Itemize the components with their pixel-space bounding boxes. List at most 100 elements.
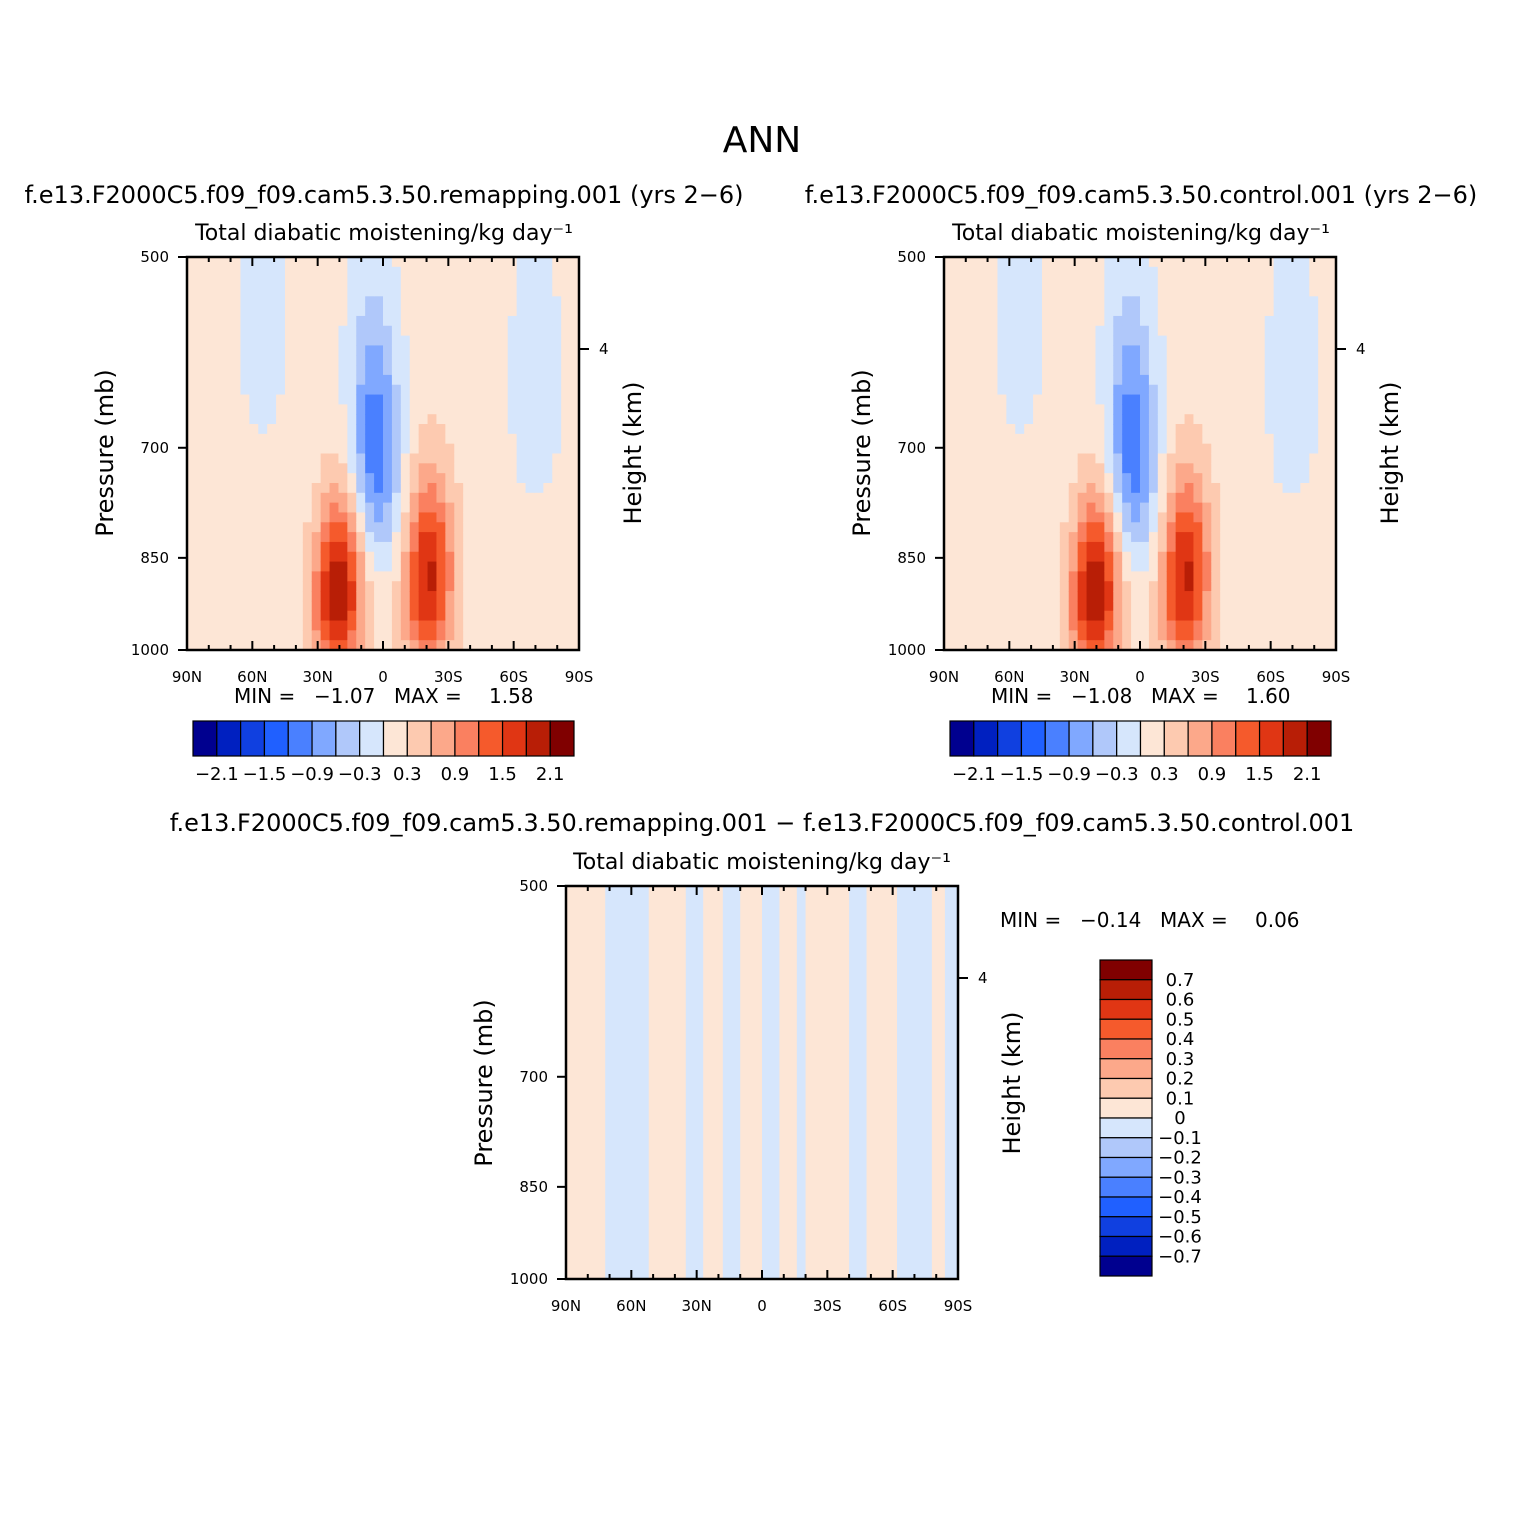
field-cell	[1273, 522, 1284, 533]
field-cell	[472, 286, 482, 297]
field-cell	[988, 522, 999, 533]
field-cell	[409, 610, 420, 622]
field-cell	[1264, 414, 1275, 425]
field-cell	[1246, 620, 1257, 631]
field-cell	[320, 296, 331, 307]
field-cell	[320, 394, 331, 405]
field-cell	[979, 306, 990, 317]
field-cell	[1211, 374, 1221, 386]
field-cell	[1309, 296, 1319, 307]
field-cell	[1264, 630, 1275, 641]
field-cell	[489, 473, 500, 484]
field-cell	[347, 374, 357, 386]
field-cell	[1300, 581, 1310, 592]
colorbar-label: −1.5	[243, 764, 287, 785]
field-cell	[952, 384, 963, 396]
field-cell	[552, 433, 562, 445]
field-cell	[213, 266, 224, 278]
field-cell	[961, 532, 972, 543]
field-cell	[276, 404, 286, 415]
field-cell	[507, 502, 518, 514]
field-band	[897, 886, 933, 1279]
field-cell	[1229, 522, 1239, 533]
field-cell	[979, 276, 990, 288]
field-cell	[356, 335, 366, 347]
field-cell	[507, 355, 518, 366]
field-cell	[400, 473, 411, 484]
field-cell	[1113, 581, 1123, 592]
field-cell	[454, 571, 464, 582]
field-cell	[400, 365, 411, 376]
field-cell	[472, 355, 482, 366]
field-cell	[1282, 306, 1293, 317]
field-cell	[276, 591, 286, 602]
field-cell	[400, 610, 411, 622]
field-cell	[1059, 414, 1070, 425]
field-cell	[1184, 443, 1195, 455]
field-cell	[481, 315, 491, 327]
field-cell	[187, 640, 197, 651]
field-cell	[1006, 315, 1016, 327]
field-cell	[1024, 463, 1034, 474]
field-cell	[979, 600, 990, 612]
field-cell	[525, 345, 536, 356]
field-cell	[525, 532, 536, 543]
field-cell	[293, 610, 304, 622]
field-cell	[231, 551, 242, 563]
field-cell	[249, 404, 259, 415]
field-cell	[418, 374, 429, 386]
field-cell	[1157, 374, 1168, 386]
colorbar-box	[1099, 979, 1153, 1001]
field-cell	[400, 620, 411, 631]
colorbar-label: 0.9	[1198, 764, 1227, 785]
field-cell	[454, 581, 464, 592]
field-cell	[213, 296, 224, 307]
field-cell	[1148, 355, 1159, 366]
field-cell	[1193, 296, 1203, 307]
field-cell	[1095, 610, 1105, 622]
field-cell	[1309, 591, 1319, 602]
field-cell	[1059, 394, 1070, 405]
field-cell	[561, 571, 571, 582]
field-cell	[1175, 384, 1186, 396]
field-cell	[445, 541, 455, 553]
field-cell	[409, 600, 420, 612]
field-cell	[1104, 424, 1114, 435]
field-cell	[240, 315, 250, 327]
field-cell	[979, 394, 990, 405]
panel-3-min-value: −0.14	[1080, 908, 1141, 932]
field-cell	[489, 541, 500, 553]
field-cell	[267, 335, 277, 347]
field-cell	[516, 443, 527, 455]
field-cell	[570, 286, 580, 297]
field-cell	[498, 374, 509, 386]
field-cell	[187, 463, 197, 474]
field-cell	[543, 404, 553, 415]
field-cell	[338, 345, 348, 356]
field-cell	[267, 532, 277, 543]
field-cell	[400, 541, 411, 553]
field-cell	[222, 296, 233, 307]
field-cell	[329, 473, 340, 484]
field-cell	[213, 355, 224, 366]
field-cell	[1157, 630, 1168, 641]
field-cell	[1033, 394, 1043, 405]
field-cell	[561, 394, 571, 405]
field-cell	[267, 561, 277, 572]
field-cell	[418, 296, 429, 307]
field-cell	[267, 482, 277, 494]
field-cell	[1300, 591, 1310, 602]
field-cell	[1131, 630, 1141, 641]
field-cell	[1033, 355, 1043, 366]
field-cell	[285, 374, 295, 386]
field-cell	[1104, 551, 1114, 563]
field-cell	[1095, 296, 1105, 307]
colorbar-box	[549, 720, 575, 757]
field-cell	[1042, 325, 1052, 337]
field-cell	[365, 630, 375, 641]
field-cell	[436, 345, 446, 356]
field-cell	[1077, 561, 1088, 572]
field-cell	[1246, 522, 1257, 533]
field-cell	[418, 492, 429, 504]
field-cell	[1175, 640, 1186, 651]
